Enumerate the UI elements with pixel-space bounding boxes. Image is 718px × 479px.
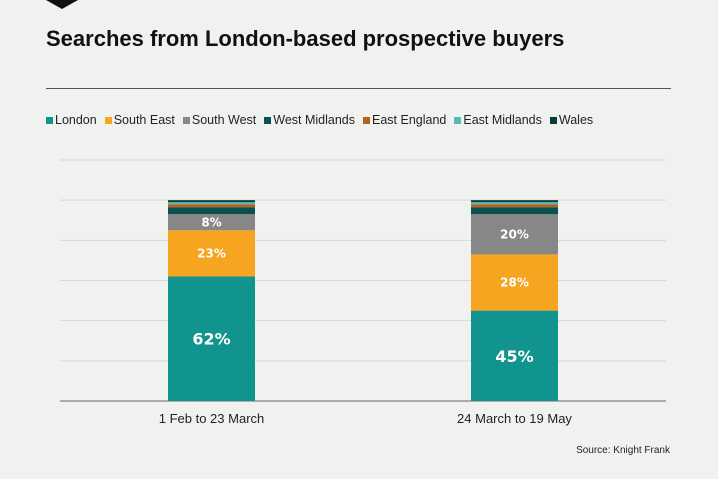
data-label: 20% bbox=[500, 227, 529, 241]
data-label: 28% bbox=[500, 276, 529, 290]
legend-item: East England bbox=[363, 113, 446, 127]
legend-swatch bbox=[363, 116, 371, 124]
chart-title: Searches from London-based prospective b… bbox=[46, 26, 565, 51]
legend-item: Wales bbox=[549, 113, 594, 127]
legend-item: South West bbox=[182, 113, 257, 127]
bar-segment bbox=[168, 230, 255, 277]
bar-segment bbox=[471, 214, 558, 255]
legend-swatch bbox=[454, 116, 462, 124]
legend-label: West Midlands bbox=[273, 113, 356, 127]
legend-item: London bbox=[46, 113, 97, 127]
legend-label: London bbox=[55, 113, 97, 127]
legend-label: East England bbox=[372, 113, 447, 127]
bar-segment bbox=[168, 276, 255, 401]
legend-swatch bbox=[264, 116, 272, 124]
bar-segment bbox=[471, 200, 558, 203]
legend-swatch bbox=[46, 116, 53, 124]
bar-segment bbox=[168, 200, 255, 203]
bar-segment bbox=[168, 202, 255, 205]
legend-swatch bbox=[549, 116, 557, 124]
legend-label: South East bbox=[113, 113, 175, 127]
bar-segment bbox=[471, 254, 558, 311]
legend-label: South West bbox=[191, 113, 257, 127]
bar-segment bbox=[471, 204, 558, 208]
bar-segment bbox=[168, 207, 255, 215]
bar-segment bbox=[168, 214, 255, 231]
data-label: 45% bbox=[495, 347, 533, 366]
bar-segment bbox=[471, 310, 558, 401]
bar-segment bbox=[471, 202, 558, 205]
legend-label: Wales bbox=[558, 113, 594, 127]
brand-logo bbox=[46, 0, 78, 9]
divider bbox=[46, 88, 671, 89]
x-tick-label: 24 March to 19 May bbox=[457, 411, 572, 426]
legend: London South East South West West Midlands E… bbox=[46, 113, 593, 127]
legend-item: South East bbox=[104, 113, 175, 127]
bar-segment bbox=[168, 204, 255, 208]
data-label: 62% bbox=[192, 330, 230, 349]
legend-item: East Midlands bbox=[454, 113, 542, 127]
legend-label: East Midlands bbox=[463, 113, 542, 127]
legend-swatch bbox=[182, 116, 190, 124]
x-tick-label: 1 Feb to 23 March bbox=[159, 411, 265, 426]
bar-segment bbox=[471, 207, 558, 215]
legend-swatch bbox=[104, 116, 112, 124]
source-note: Source: Knight Frank bbox=[576, 445, 670, 456]
legend-item: West Midlands bbox=[264, 113, 355, 127]
data-label: 8% bbox=[201, 215, 221, 229]
data-label: 23% bbox=[197, 246, 226, 260]
